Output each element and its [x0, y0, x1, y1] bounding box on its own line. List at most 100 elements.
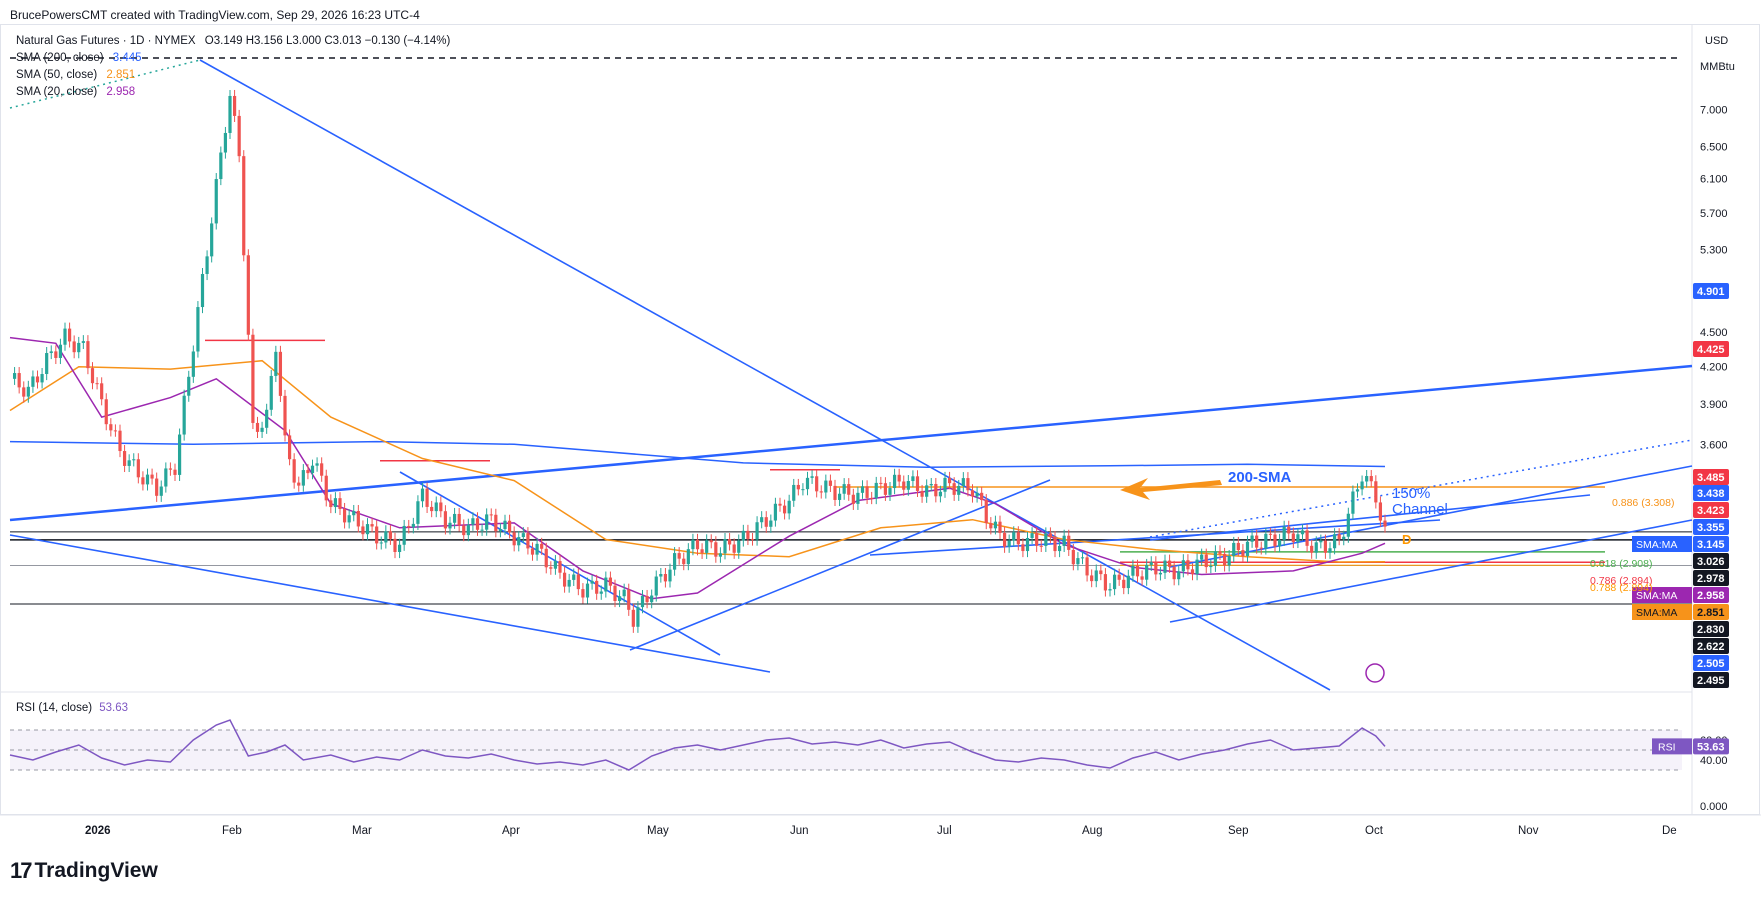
time-axis-label: Mar	[352, 825, 372, 837]
candle-body	[1282, 526, 1286, 540]
candle-body	[526, 533, 530, 549]
trend-line	[1149, 494, 1591, 541]
candle-body	[81, 341, 85, 343]
candle-body	[1259, 547, 1263, 549]
candle-body	[164, 468, 168, 487]
time-axis-label: 2026	[85, 825, 111, 837]
candle-body	[196, 307, 200, 352]
candle-body	[246, 255, 250, 335]
symbol-name: Natural Gas Futures · 1D · NYMEX	[16, 35, 196, 47]
candle-body	[475, 518, 480, 530]
candle-body	[223, 132, 228, 153]
legend-sma20[interactable]: SMA (20, close) 2.958	[16, 84, 135, 101]
price-axis-tick: 3.600	[1700, 439, 1728, 451]
candle-body	[118, 430, 122, 452]
price-tag-bg	[1693, 553, 1729, 569]
channel-annotation: Channel	[1392, 501, 1448, 518]
price-tag-bg	[1693, 485, 1729, 501]
channel-pct-annotation: 150%	[1392, 485, 1431, 502]
candle-body	[1080, 557, 1085, 559]
rsi-axis-tick: 40.00	[1700, 755, 1728, 767]
candle-body	[787, 500, 791, 514]
candle-body	[819, 491, 823, 493]
legend-sma200[interactable]: SMA (200, close) 3.445	[16, 50, 142, 67]
candle-body	[347, 515, 351, 523]
candle-body	[242, 156, 246, 256]
tradingview-brand-text: TradingView	[34, 859, 158, 882]
candle-body	[1291, 533, 1295, 542]
candle-body	[925, 485, 929, 497]
candle-body	[1222, 553, 1227, 566]
time-axis-label: Apr	[502, 825, 520, 837]
axis-currency-label: USD	[1705, 35, 1728, 47]
candle-body	[420, 488, 425, 502]
candle-body	[879, 482, 883, 484]
candle-body	[998, 521, 1002, 533]
candle-body	[576, 574, 580, 590]
candle-body	[63, 328, 67, 345]
candle-body	[659, 573, 663, 577]
candle-body	[562, 572, 567, 587]
candle-body	[521, 533, 525, 538]
candle-body	[145, 474, 150, 485]
tradingview-logo[interactable]: 17 TradingView	[10, 858, 158, 884]
price-axis-tick: 4.500	[1700, 327, 1728, 339]
candle-body	[333, 498, 338, 508]
candle-body	[723, 539, 727, 554]
candle-body	[1172, 566, 1176, 580]
candle-body	[1158, 572, 1163, 575]
tradingview-mark-icon: 17	[10, 858, 33, 883]
candle-body	[397, 544, 402, 553]
price-tag: 2.495	[1697, 675, 1725, 687]
candle-body	[906, 481, 910, 490]
candle-body	[448, 522, 452, 529]
candle-body	[677, 553, 681, 559]
candle-body	[22, 387, 26, 397]
candle-body	[1071, 549, 1075, 565]
candle-body	[645, 595, 649, 603]
sma20-value: 2.958	[106, 86, 136, 98]
trend-line	[629, 479, 1051, 651]
candle-body	[177, 434, 182, 475]
time-axis-label: Feb	[222, 825, 242, 837]
candle-body	[1250, 535, 1254, 542]
rsi-legend[interactable]: RSI (14, close) 53.63	[16, 702, 128, 714]
candle-body	[1236, 542, 1240, 551]
candle-body	[636, 607, 640, 627]
candle-body	[700, 549, 704, 553]
price-tag: 3.485	[1697, 472, 1725, 484]
dotted-projection-line	[9, 59, 201, 109]
candle-body	[95, 383, 99, 385]
candle-body	[540, 543, 544, 549]
candle-body	[746, 530, 750, 539]
candle-body	[251, 334, 255, 423]
legend-sma50[interactable]: SMA (50, close) 2.851	[16, 67, 135, 84]
candle-body	[915, 476, 920, 491]
candle-body	[902, 481, 906, 490]
candle-body	[815, 476, 819, 492]
candle-body	[338, 498, 342, 509]
candle-body	[237, 115, 241, 157]
candle-body	[1264, 533, 1268, 549]
sma200-annotation: 200-SMA	[1228, 469, 1292, 486]
rsi-tag-label: RSI	[1658, 741, 1676, 753]
candle-body	[127, 460, 131, 466]
candle-body	[595, 580, 599, 594]
candle-body	[1117, 574, 1121, 580]
candle-body	[640, 595, 645, 608]
time-axis-label: May	[647, 825, 669, 837]
candle-body	[1232, 542, 1236, 557]
candle-body	[1268, 533, 1273, 535]
candle-body	[210, 223, 214, 257]
candle-body	[837, 493, 842, 500]
candle-body	[842, 484, 846, 494]
candle-body	[1369, 476, 1373, 482]
price-tag-bg	[1693, 587, 1729, 603]
candle-body	[150, 474, 154, 479]
sma50-value: 2.851	[106, 69, 136, 81]
candle-body	[35, 376, 40, 383]
candle-body	[457, 513, 461, 526]
candle-body	[1383, 520, 1387, 527]
candle-body	[1002, 532, 1007, 547]
